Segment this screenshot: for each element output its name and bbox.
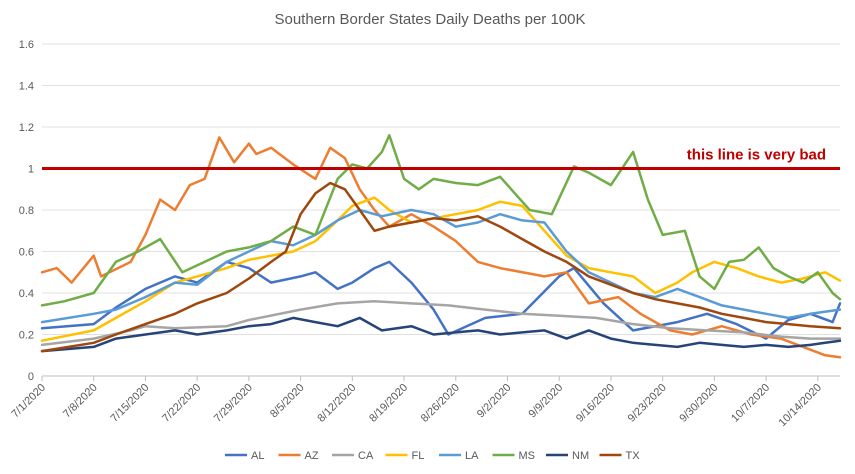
legend-label-fl: FL <box>412 450 425 462</box>
y-axis: 0 0.2 0.4 0.6 0.8 1 1.2 1.4 1.6 <box>19 39 34 383</box>
y-tick-label: 0.8 <box>19 205 34 217</box>
series-line-tx <box>40 181 842 353</box>
threshold-label: this line is very bad <box>687 147 826 164</box>
legend-label-nm: NM <box>572 450 589 462</box>
y-tick-label: 1.6 <box>19 39 34 51</box>
y-tick-label: 0.6 <box>19 247 34 259</box>
legend: AL AZ CA FL LA MS NM TX <box>225 450 640 462</box>
chart-title: Southern Border States Daily Deaths per … <box>274 11 585 28</box>
legend-label-tx: TX <box>626 450 641 462</box>
y-tick-label: 0.2 <box>19 330 34 342</box>
series-line-al <box>40 260 842 340</box>
legend-label-az: AZ <box>305 450 319 462</box>
series-line-nm <box>40 316 842 353</box>
legend-label-ms: MS <box>519 450 536 462</box>
series-line-fl <box>40 196 842 342</box>
series-line-az <box>40 136 842 359</box>
y-tick-label: 1.2 <box>19 122 34 134</box>
series-line-la <box>40 208 842 324</box>
legend-label-al: AL <box>251 450 264 462</box>
y-tick-label: 0 <box>28 371 34 383</box>
y-tick-label: 1 <box>28 164 34 176</box>
legend-label-ca: CA <box>358 450 374 462</box>
series-line-ms <box>40 134 842 307</box>
legend-label-la: LA <box>465 450 479 462</box>
series-line-ca <box>40 300 842 347</box>
y-tick-label: 1.4 <box>19 81 34 93</box>
threshold-annotation: this line is very bad <box>42 147 840 170</box>
y-tick-label: 0.4 <box>19 288 34 300</box>
series-lines <box>40 134 842 359</box>
